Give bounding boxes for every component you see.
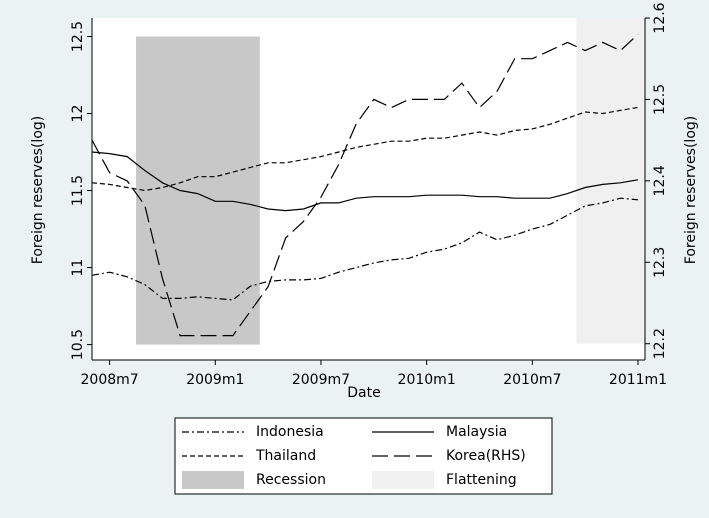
shade-bar: [629, 18, 645, 344]
y2-tick-label: 12.3: [652, 247, 668, 278]
y-tick-label: 12.5: [70, 21, 86, 52]
legend-label: Indonesia: [256, 424, 324, 440]
x-tick-label: 2008m7: [81, 372, 139, 388]
legend: Indonesia Malaysia Thailand Korea(RHS) Reces…: [182, 424, 526, 489]
series-line: [91, 151, 639, 212]
legend-label: Thailand: [255, 448, 316, 464]
legend-swatch: [372, 471, 434, 489]
shading-layer: [136, 18, 645, 345]
x-tick-label: 2009m1: [186, 372, 244, 388]
shade-bar: [206, 36, 225, 345]
x-axis-title: Date: [347, 385, 380, 401]
legend-label: Recession: [256, 472, 326, 488]
shade-bar: [224, 36, 243, 345]
y-tick-label: 11: [70, 259, 86, 277]
x-tick-label: 2010m1: [398, 372, 456, 388]
legend-label: Korea(RHS): [446, 448, 526, 464]
y2-tick-label: 12.2: [652, 328, 668, 359]
y-tick-label: 11.5: [70, 175, 86, 206]
legend-label: Malaysia: [446, 424, 507, 440]
axis-layer: 2008m7 2009m1 2009m7 2010m1 2010m7 2011m1 10.5…: [70, 2, 668, 388]
y2-axis-title: Foreign reserves(log): [683, 116, 699, 264]
shade-bar: [611, 18, 630, 344]
series-line: [91, 197, 639, 301]
y-tick-label: 10.5: [70, 329, 86, 360]
shade-bar: [136, 36, 155, 345]
y2-tick-label: 12.4: [652, 165, 668, 196]
line-layer: [91, 33, 639, 337]
x-tick-label: 2010m7: [503, 372, 561, 388]
legend-label: Flattening: [446, 472, 517, 488]
series-line: [91, 33, 639, 337]
y2-tick-label: 12.5: [652, 84, 668, 115]
shade-bar: [153, 36, 172, 345]
shade-bar: [241, 36, 260, 345]
shade-bar: [188, 36, 207, 345]
shade-bar: [593, 18, 613, 344]
shade-bar: [576, 18, 595, 344]
y-axis-title: Foreign reserves(log): [30, 116, 46, 264]
legend-swatch: [182, 471, 244, 489]
x-tick-label: 2011m1: [609, 372, 667, 388]
series-line: [91, 106, 639, 192]
y-tick-label: 12: [70, 105, 86, 123]
x-tick-label: 2009m7: [292, 372, 350, 388]
y2-tick-label: 12.6: [652, 2, 668, 33]
